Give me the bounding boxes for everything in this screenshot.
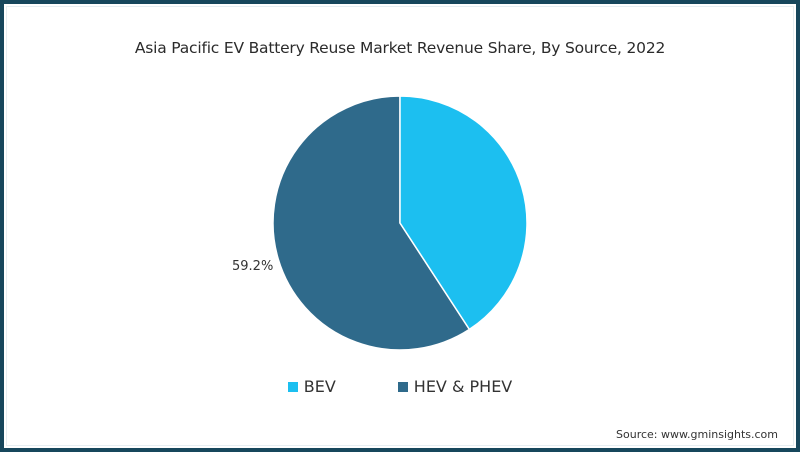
pie-slice-hev-phev <box>272 95 471 351</box>
legend-item-bev: BEV <box>287 377 336 396</box>
legend-swatch-hev-phev <box>397 381 408 392</box>
chart-title: Asia Pacific EV Battery Reuse Market Rev… <box>134 39 666 57</box>
legend-label-bev: BEV <box>303 377 336 396</box>
hev-phev-percent-label: 59.2% <box>232 259 274 274</box>
legend-item-hev-phev: HEV & PHEV <box>397 377 513 396</box>
pie-slice-bev <box>399 95 528 331</box>
legend-swatch-bev <box>287 381 298 392</box>
chart-legend: BEV HEV & PHEV <box>0 377 800 396</box>
source-credit: Source: www.gminsights.com <box>616 428 778 441</box>
legend-label-hev-phev: HEV & PHEV <box>413 377 513 396</box>
